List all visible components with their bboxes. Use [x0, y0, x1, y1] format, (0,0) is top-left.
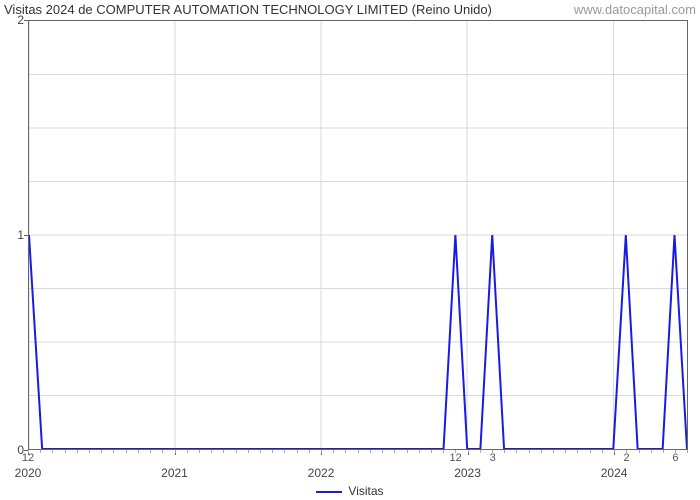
- legend-label: Visitas: [348, 484, 383, 498]
- x-tick-minor: [614, 450, 615, 453]
- x-tick-minor: [358, 450, 359, 453]
- x-tick-minor: [150, 450, 151, 453]
- x-tick-minor: [223, 450, 224, 453]
- x-tick-minor: [516, 450, 517, 453]
- x-tick-minor: [455, 450, 456, 453]
- x-tick-minor: [639, 450, 640, 453]
- x-tick-minor: [626, 450, 627, 453]
- x-sub-label: 6: [672, 452, 678, 464]
- x-sub-label: 3: [490, 452, 496, 464]
- x-tick-minor: [553, 450, 554, 453]
- y-tick: [24, 20, 28, 21]
- x-tick-minor: [541, 450, 542, 453]
- legend: Visitas: [0, 484, 700, 498]
- x-tick-minor: [101, 450, 102, 453]
- legend-swatch: [316, 491, 342, 493]
- y-tick: [24, 235, 28, 236]
- x-tick-minor: [370, 450, 371, 453]
- x-tick-minor: [77, 450, 78, 453]
- x-tick-minor: [468, 450, 469, 453]
- x-tick-minor: [321, 450, 322, 453]
- x-tick-minor: [236, 450, 237, 453]
- x-tick-minor: [284, 450, 285, 453]
- x-year-label: 2022: [308, 466, 335, 480]
- x-tick-minor: [162, 450, 163, 453]
- x-tick-minor: [211, 450, 212, 453]
- x-year-label: 2021: [161, 466, 188, 480]
- chart-title: Visitas 2024 de COMPUTER AUTOMATION TECH…: [4, 2, 492, 17]
- watermark: www.datocapital.com: [574, 2, 696, 17]
- x-year-label: 2020: [15, 466, 42, 480]
- x-tick-minor: [138, 450, 139, 453]
- x-tick-minor: [663, 450, 664, 453]
- x-tick-minor: [187, 450, 188, 453]
- x-sub-label: 12: [450, 452, 462, 464]
- x-tick-minor: [260, 450, 261, 453]
- x-tick-minor: [175, 450, 176, 453]
- x-tick-minor: [492, 450, 493, 453]
- x-tick-minor: [40, 450, 41, 453]
- data-line: [29, 21, 687, 449]
- plot-area: [28, 20, 688, 450]
- x-tick-minor: [113, 450, 114, 453]
- x-tick-minor: [675, 450, 676, 453]
- x-year-label: 2024: [601, 466, 628, 480]
- x-tick-minor: [687, 450, 688, 453]
- x-tick-minor: [382, 450, 383, 453]
- x-tick-minor: [52, 450, 53, 453]
- x-tick-minor: [65, 450, 66, 453]
- x-sub-label: 2: [624, 452, 630, 464]
- x-tick-minor: [419, 450, 420, 453]
- x-tick-minor: [565, 450, 566, 453]
- y-tick-label: 2: [4, 13, 24, 27]
- x-tick-minor: [297, 450, 298, 453]
- x-tick-minor: [28, 450, 29, 453]
- x-tick-minor: [590, 450, 591, 453]
- x-tick-minor: [199, 450, 200, 453]
- x-sub-label: 12: [22, 452, 34, 464]
- x-tick-minor: [504, 450, 505, 453]
- x-tick-minor: [126, 450, 127, 453]
- x-tick-minor: [407, 450, 408, 453]
- x-tick-minor: [651, 450, 652, 453]
- y-tick-label: 1: [4, 228, 24, 242]
- x-tick-minor: [577, 450, 578, 453]
- x-tick-minor: [345, 450, 346, 453]
- x-tick-minor: [431, 450, 432, 453]
- x-tick-minor: [248, 450, 249, 453]
- x-tick-minor: [394, 450, 395, 453]
- x-tick-minor: [89, 450, 90, 453]
- x-tick-minor: [480, 450, 481, 453]
- x-tick-minor: [443, 450, 444, 453]
- x-tick-minor: [529, 450, 530, 453]
- x-year-label: 2023: [454, 466, 481, 480]
- x-tick-minor: [272, 450, 273, 453]
- x-tick-minor: [333, 450, 334, 453]
- x-tick-minor: [309, 450, 310, 453]
- x-tick-minor: [602, 450, 603, 453]
